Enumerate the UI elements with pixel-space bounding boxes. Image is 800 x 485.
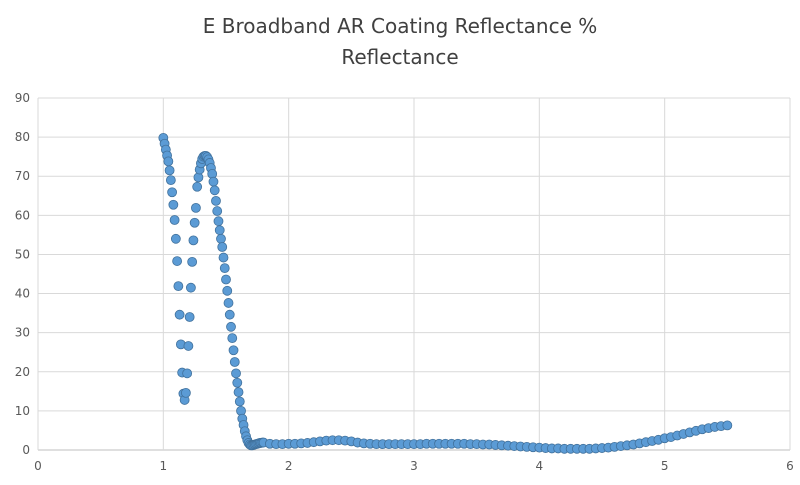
data-point (228, 345, 239, 356)
data-point (180, 387, 191, 398)
y-tick-label: 30 (15, 326, 30, 340)
data-point (216, 233, 226, 244)
data-point (223, 298, 234, 308)
x-tick-label: 1 (160, 459, 168, 473)
gridlines (37, 97, 791, 451)
data-point (169, 215, 180, 225)
data-point (188, 235, 199, 246)
y-tick-label: 50 (15, 247, 30, 261)
data-point (213, 216, 224, 227)
data-point (170, 233, 181, 244)
data-point (183, 341, 194, 351)
x-tick-label: 0 (34, 459, 42, 473)
x-tick-label: 5 (661, 459, 669, 473)
data-point (227, 333, 238, 344)
data-point (219, 263, 230, 274)
data-point (172, 256, 183, 266)
x-axis-ticks: 0 1 2 3 4 5 6 (34, 459, 794, 473)
data-point (221, 274, 231, 285)
data-point (208, 176, 219, 187)
data-point (163, 156, 174, 167)
y-tick-label: 80 (15, 130, 30, 144)
chart-subtitle: Reflectance (341, 45, 459, 69)
data-point (173, 281, 184, 292)
data-point (233, 387, 244, 398)
data-point (212, 206, 223, 216)
y-tick-label: 40 (15, 287, 30, 301)
data-point (232, 377, 243, 388)
x-tick-label: 6 (786, 459, 794, 473)
chart-title: E Broadband AR Coating Reflectance % (202, 14, 598, 38)
y-axis-ticks: 0 10 20 30 40 50 60 70 80 90 (15, 91, 30, 457)
data-point (222, 285, 233, 296)
data-point (224, 309, 235, 320)
data-point (229, 357, 240, 367)
data-point (231, 368, 241, 379)
y-tick-label: 20 (15, 365, 30, 379)
data-point (226, 321, 236, 332)
x-tick-label: 2 (285, 459, 293, 473)
data-point (722, 420, 733, 431)
data-point (184, 312, 195, 322)
data-points (158, 132, 733, 454)
data-point (187, 256, 198, 267)
x-tick-label: 3 (410, 459, 418, 473)
x-tick-label: 4 (536, 459, 544, 473)
y-tick-label: 70 (15, 169, 30, 183)
data-point (192, 181, 203, 192)
data-point (191, 203, 201, 213)
data-point (174, 309, 185, 320)
data-point (182, 368, 193, 379)
data-point (164, 165, 175, 176)
data-point (217, 242, 228, 252)
data-point (234, 396, 245, 407)
data-point (218, 252, 229, 263)
y-tick-label: 90 (15, 91, 30, 105)
data-point (211, 195, 221, 206)
data-point (168, 199, 179, 210)
y-tick-label: 10 (15, 404, 30, 418)
data-point (186, 282, 196, 293)
data-point (214, 225, 225, 236)
y-tick-label: 0 (22, 443, 30, 457)
data-point (209, 185, 220, 196)
y-tick-label: 60 (15, 208, 30, 222)
data-point (189, 217, 200, 228)
data-point (167, 187, 178, 198)
data-point (165, 175, 176, 186)
